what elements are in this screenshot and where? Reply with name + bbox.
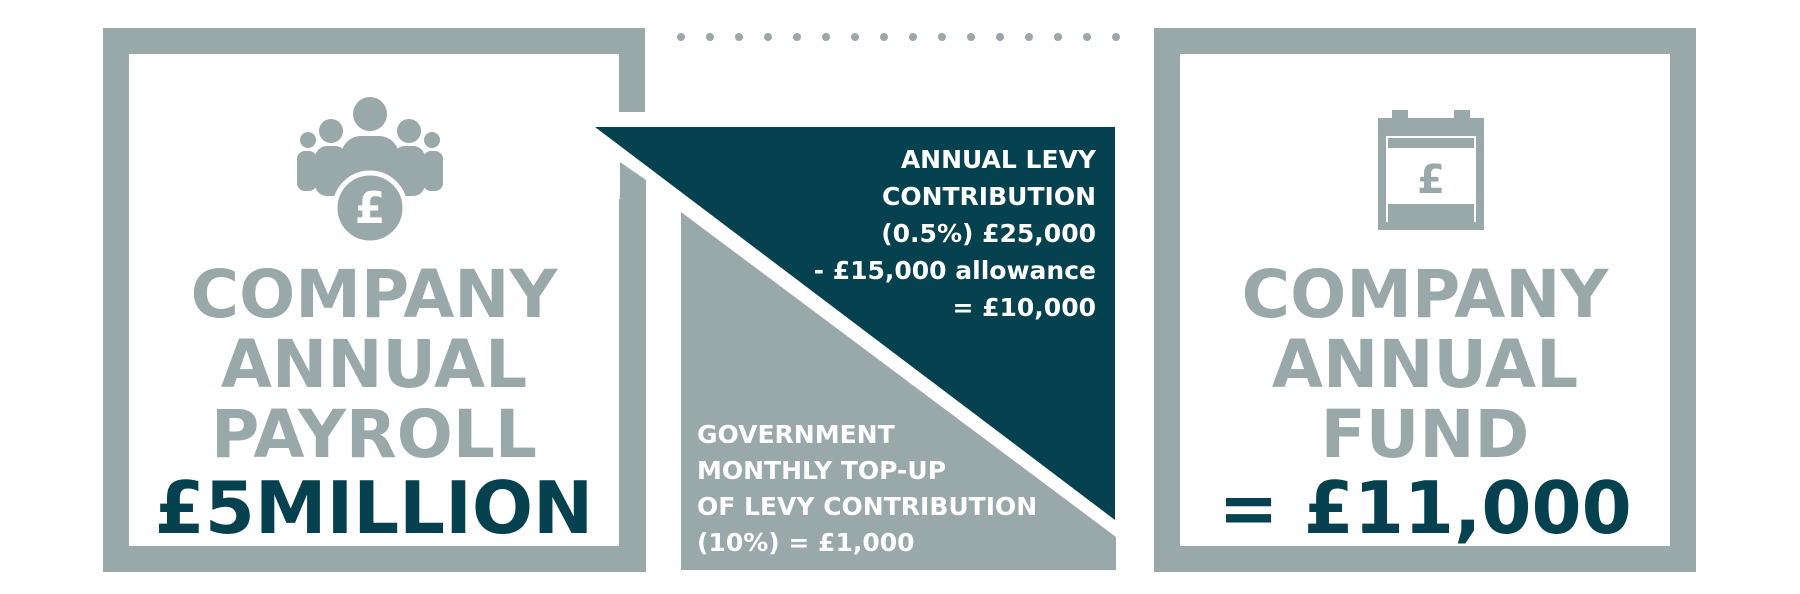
panel-border-segment (620, 162, 646, 572)
people-pound-icon: £ (297, 97, 443, 241)
government-topup-text: GOVERNMENT MONTHLY TOP-UP OF LEVY CONTRI… (697, 417, 1037, 561)
levy-contribution-text: ANNUAL LEVY CONTRIBUTION (0.5%) £25,000 … (814, 141, 1096, 326)
gov-line-1: GOVERNMENT (697, 420, 895, 449)
levy-triangle (595, 127, 1115, 520)
gov-line-3: OF LEVY CONTRIBUTION (697, 492, 1038, 521)
payroll-label-line-2: ANNUAL (220, 326, 528, 403)
payroll-label-line-3: PAYROLL (211, 396, 537, 473)
pound-symbol: £ (1417, 157, 1445, 203)
government-triangle (681, 212, 1116, 570)
gov-line-4: (10%) = £1,000 (697, 528, 915, 557)
calendar-pound-icon: £ (1378, 110, 1484, 230)
levy-line-5: = £10,000 (952, 293, 1096, 322)
payroll-amount: £5MILLION (154, 466, 594, 550)
payroll-panel: £ COMPANY ANNUAL PAYROLL £5MILLION (103, 28, 645, 572)
levy-line-2: CONTRIBUTION (881, 182, 1096, 211)
dotted-connector (677, 33, 1120, 41)
fund-panel: £ COMPANY ANNUAL FUND = £11,000 (1154, 28, 1696, 572)
levy-triangles-graphic (677, 33, 1120, 41)
gov-line-2: MONTHLY TOP-UP (697, 456, 947, 485)
pound-symbol: £ (355, 183, 386, 234)
payroll-label-line-1: COMPANY (190, 256, 558, 333)
fund-label-line-1: COMPANY (1241, 256, 1609, 333)
fund-label-line-2: ANNUAL (1271, 326, 1579, 403)
levy-line-1: ANNUAL LEVY (900, 145, 1096, 174)
fund-amount: = £11,000 (1218, 466, 1632, 550)
levy-line-3: (0.5%) £25,000 (881, 219, 1096, 248)
fund-label-line-3: FUND (1320, 396, 1530, 473)
levy-line-4: - £15,000 allowance (813, 256, 1096, 285)
